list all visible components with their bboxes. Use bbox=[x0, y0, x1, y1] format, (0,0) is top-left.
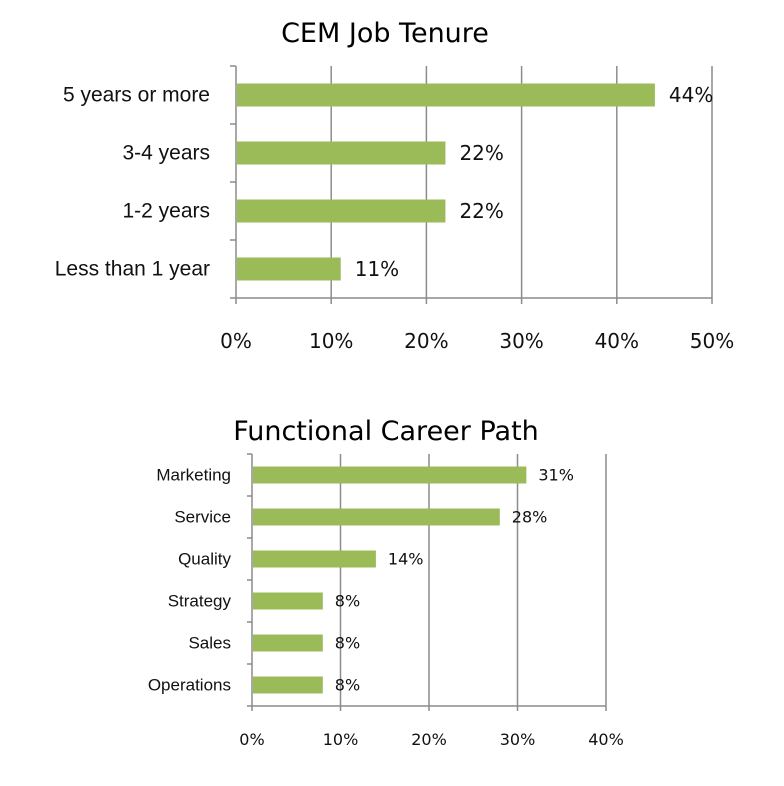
x-tick-label: 10% bbox=[323, 730, 359, 749]
bar bbox=[253, 466, 527, 484]
category-label: Marketing bbox=[156, 466, 231, 485]
data-label: 28% bbox=[512, 508, 548, 527]
bar bbox=[253, 550, 376, 568]
data-label: 31% bbox=[538, 466, 574, 485]
category-label: Strategy bbox=[168, 592, 232, 611]
x-tick-label: 20% bbox=[404, 329, 448, 353]
data-label: 44% bbox=[669, 83, 713, 107]
x-tick-label: 40% bbox=[588, 730, 624, 749]
category-label: Service bbox=[174, 508, 231, 527]
category-label: 1-2 years bbox=[122, 200, 210, 223]
data-label: 22% bbox=[459, 199, 503, 223]
data-label: 14% bbox=[388, 550, 424, 569]
category-label: Quality bbox=[178, 550, 231, 569]
x-tick-label: 10% bbox=[309, 329, 353, 353]
bar bbox=[237, 199, 446, 223]
bar bbox=[253, 676, 323, 694]
bar bbox=[237, 257, 341, 281]
x-tick-label: 40% bbox=[595, 329, 639, 353]
chart-functional-career-path: Functional Career Path 0% 10% 20% 30% 40% Mark… bbox=[148, 416, 624, 749]
bar bbox=[237, 141, 446, 165]
data-label: 22% bbox=[459, 141, 503, 165]
data-label: 8% bbox=[335, 676, 360, 695]
category-label: 5 years or more bbox=[63, 84, 210, 107]
x-tick-label: 20% bbox=[411, 730, 447, 749]
data-label: 11% bbox=[355, 257, 399, 281]
chart-title: CEM Job Tenure bbox=[281, 18, 489, 49]
bar bbox=[253, 634, 323, 652]
x-tick-label: 30% bbox=[499, 329, 543, 353]
category-label: Sales bbox=[188, 634, 231, 653]
chart-cem-job-tenure: CEM Job Tenure 0% 10% 20% 30% 40% 50% 5 years o… bbox=[55, 18, 734, 353]
chart-title: Functional Career Path bbox=[233, 416, 539, 447]
bar bbox=[253, 508, 500, 526]
category-label: Less than 1 year bbox=[55, 258, 210, 281]
data-label: 8% bbox=[335, 592, 360, 611]
bar bbox=[237, 83, 655, 107]
x-tick-label: 0% bbox=[220, 329, 252, 353]
category-label: 3-4 years bbox=[122, 142, 210, 165]
x-tick-label: 0% bbox=[239, 730, 264, 749]
data-label: 8% bbox=[335, 634, 360, 653]
x-tick-label: 50% bbox=[690, 329, 734, 353]
x-tick-label: 30% bbox=[500, 730, 536, 749]
bar bbox=[253, 592, 323, 610]
category-label: Operations bbox=[148, 676, 231, 695]
